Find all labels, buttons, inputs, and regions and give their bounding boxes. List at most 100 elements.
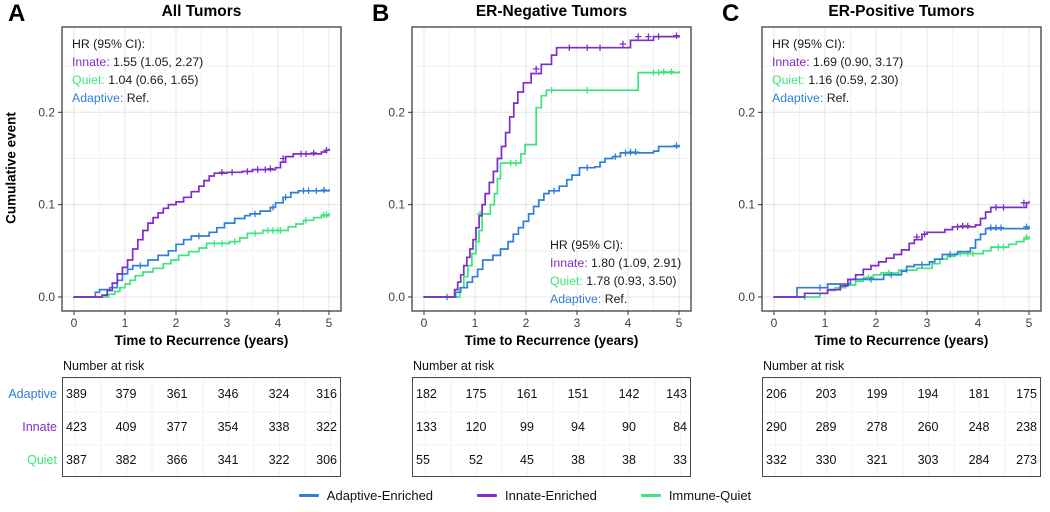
x-tick-label: 0 (421, 316, 428, 330)
risk-cell: 273 (1016, 452, 1037, 467)
survival-curve-innate (73, 148, 330, 298)
panel-all-tumors: A All Tumors Cumulative event 0 1 2 3 4 5 0.0 0… (0, 0, 350, 353)
panel-title-er-negative: ER-Negative Tumors (475, 3, 628, 20)
risk-cell: 303 (917, 452, 939, 467)
y-tick-label: 0.0 (38, 290, 55, 304)
risk-cell: 316 (316, 387, 337, 402)
risk-table-er-positive: Number at risk 206 203 199 194 181 175 290 289 2… (700, 359, 1050, 477)
risk-cell: 322 (316, 419, 337, 434)
risk-cell: 284 (968, 452, 990, 467)
risk-cell: 203 (815, 387, 837, 402)
risk-row-quiet: Quiet 387 382 366 341 322 306 (27, 443, 340, 476)
hr-annotation-line-innate: Innate: 1.80 (1.09, 2.91) (550, 256, 681, 270)
cumulative-event-chart-er-negative: 0 1 2 3 4 5 0.0 0.1 0.2 Time to Recurrence (years… (388, 26, 692, 348)
risk-cell: 354 (217, 419, 239, 434)
x-axis-title: Time to Recurrence (years) (815, 333, 989, 348)
risk-row-innate: 290 289 278 260 248 238 (763, 411, 1040, 444)
legend-label: Adaptive-Enriched (326, 488, 434, 503)
hr-annotation-line-innate: Innate: 1.55 (1.05, 2.27) (72, 55, 203, 69)
x-tick-label: 5 (676, 316, 683, 330)
risk-row-innate: 133 120 99 94 90 84 (413, 411, 690, 444)
risk-cell: 361 (166, 387, 188, 402)
hr-annotation-title: HR (95% CI): (550, 238, 623, 252)
y-tick-label: 0.1 (388, 198, 405, 212)
risk-cell: 52 (469, 452, 483, 467)
legend-item-innate: Innate-Enriched (477, 488, 597, 503)
risk-cell: 99 (520, 419, 534, 434)
survival-curve-adaptive (73, 189, 330, 298)
x-tick-label: 3 (574, 316, 581, 330)
x-axis-title: Time to Recurrence (years) (465, 333, 639, 348)
survival-curve-adaptive (773, 225, 1030, 298)
risk-cell: 332 (766, 452, 787, 467)
risk-table-title: Number at risk (763, 359, 845, 373)
x-tick-label: 2 (173, 316, 180, 330)
risk-cell: 194 (917, 387, 939, 402)
survival-curve-quiet (423, 70, 680, 298)
y-tick-label: 0.0 (738, 290, 755, 304)
risk-cell: 321 (866, 452, 888, 467)
cumulative-event-chart-all-tumors: 0 1 2 3 4 5 0.0 0.1 0.2 Time to Recurrence (years… (38, 26, 342, 348)
x-tick-label: 0 (71, 316, 78, 330)
risk-cell: 382 (115, 452, 137, 467)
risk-row-innate: Innate 423 409 377 354 338 322 (22, 411, 340, 444)
x-tick-label: 4 (275, 316, 282, 330)
risk-cell: 133 (416, 419, 437, 434)
risk-cell: 260 (917, 419, 939, 434)
risk-tables-row: Number at risk Adaptive 389 379 361 346 324 31… (0, 359, 1050, 477)
panel-letter-a: A (8, 0, 26, 27)
risk-cell: 423 (66, 419, 87, 434)
y-tick-label: 0.2 (738, 105, 755, 119)
hr-annotation-line-quiet: Quiet: 1.78 (0.93, 3.50) (550, 274, 676, 288)
risk-table-box: Adaptive 389 379 361 346 324 316 Innate 423 409 37… (8, 377, 341, 477)
risk-row-quiet: 55 52 45 38 38 33 (413, 443, 690, 476)
risk-cell: 182 (416, 387, 437, 402)
hr-annotation-line-adaptive: Adaptive: Ref. (72, 91, 149, 105)
risk-cell: 366 (166, 452, 188, 467)
risk-cell: 38 (571, 452, 585, 467)
legend-item-adaptive: Adaptive-Enriched (298, 488, 434, 503)
censor-marks-innate (218, 147, 330, 176)
risk-cell: 379 (115, 387, 137, 402)
hr-annotation-title: HR (95% CI): (72, 37, 145, 51)
risk-table-title: Number at risk (413, 359, 495, 373)
cumulative-event-chart-er-positive: 0 1 2 3 4 5 0.0 0.1 0.2 Time to Recurrence (years… (738, 26, 1042, 348)
legend-item-quiet: Immune-Quiet (640, 488, 751, 503)
risk-cell: 248 (968, 419, 990, 434)
x-tick-label: 1 (822, 316, 829, 330)
x-tick-label: 2 (523, 316, 530, 330)
risk-cell: 45 (520, 452, 534, 467)
y-tick-label: 0.2 (38, 105, 55, 119)
risk-table-box: 206 203 199 194 181 175 290 289 278 260 248 238 332 3… (762, 377, 1041, 477)
risk-cell: 306 (316, 452, 337, 467)
risk-cell: 33 (673, 452, 687, 467)
risk-row-adaptive: Adaptive 389 379 361 346 324 316 (8, 378, 340, 411)
risk-cell: 377 (166, 419, 188, 434)
y-tick-label: 0.1 (738, 198, 755, 212)
hr-annotation-line-quiet: Quiet: 1.16 (0.59, 2.30) (772, 73, 898, 87)
panel-letter-c: C (722, 0, 740, 27)
risk-table-box: 182 175 161 151 142 143 133 120 99 94 90 84 55 52 45 38… (412, 377, 691, 477)
censor-marks-innate (533, 32, 680, 73)
panel-er-negative: B ER-Negative Tumors 0 1 2 3 4 5 0.0 0.1 0.2 Time… (350, 0, 700, 353)
x-tick-label: 4 (975, 316, 982, 330)
plot-border (411, 26, 692, 312)
x-tick-label: 4 (625, 316, 632, 330)
risk-table-er-negative: Number at risk 182 175 161 151 142 143 133 120 9… (350, 359, 700, 477)
risk-cell: 289 (815, 419, 837, 434)
risk-cell: 199 (866, 387, 888, 402)
legend-label: Innate-Enriched (505, 488, 597, 503)
panels-row: A All Tumors Cumulative event 0 1 2 3 4 5 0.0 0… (0, 0, 1042, 353)
risk-cell: 338 (268, 419, 290, 434)
survival-curve-innate (423, 34, 680, 298)
x-tick-label: 1 (122, 316, 129, 330)
plot-border (61, 26, 342, 312)
risk-table-title: Number at risk (63, 359, 145, 373)
risk-cell: 175 (465, 387, 487, 402)
figure-legend: Adaptive-Enriched Innate-Enriched Immune-Q… (0, 488, 1050, 503)
y-tick-label: 0.2 (388, 105, 405, 119)
risk-cell: 142 (618, 387, 640, 402)
legend-line-swatch-quiet (640, 494, 661, 497)
hr-annotation-line-adaptive: Adaptive: Ref. (772, 91, 849, 105)
risk-cell: 322 (268, 452, 290, 467)
